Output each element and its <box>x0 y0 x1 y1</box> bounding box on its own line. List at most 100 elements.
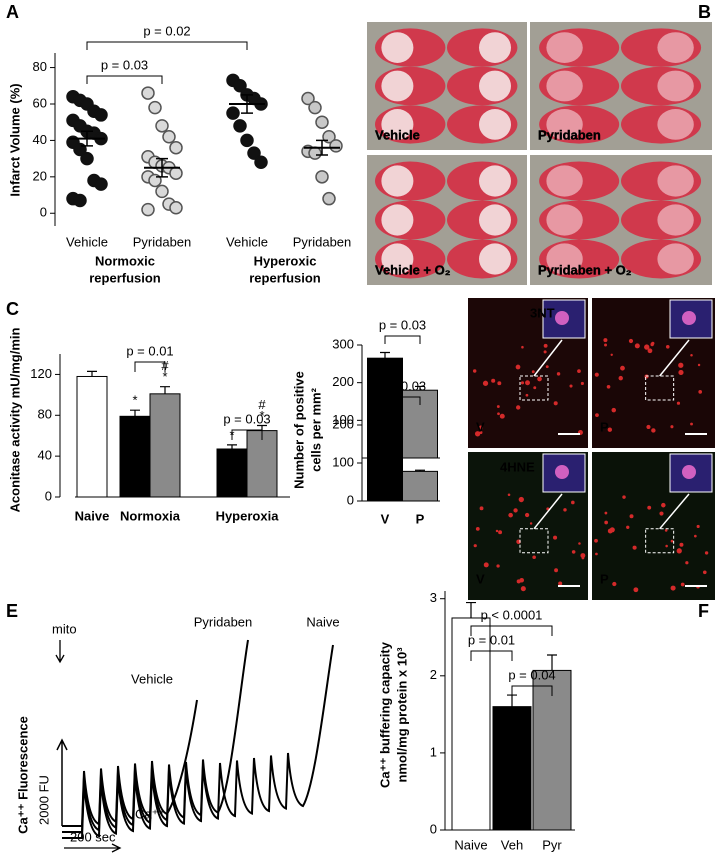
bracket <box>470 625 553 636</box>
y-tick-label: 3 <box>430 590 437 605</box>
cell <box>545 365 549 369</box>
infarct <box>381 204 414 236</box>
data-point <box>141 202 155 217</box>
cell <box>533 386 537 390</box>
cell <box>670 425 674 429</box>
cell <box>690 422 693 426</box>
y-tick-label: 120 <box>30 366 52 381</box>
cell <box>633 587 639 593</box>
cell <box>670 539 674 543</box>
cell <box>543 343 548 348</box>
infarct <box>381 70 414 102</box>
cell <box>496 405 500 408</box>
cell <box>651 428 656 433</box>
cell <box>644 344 650 350</box>
infarct <box>381 109 414 140</box>
panel-letter: A <box>6 2 19 22</box>
cell <box>580 381 584 386</box>
cell <box>479 430 483 435</box>
cell <box>580 553 586 558</box>
roi-box <box>645 528 675 554</box>
data-point <box>322 191 336 206</box>
data-point <box>301 91 315 106</box>
trace-label: Naive <box>306 614 339 629</box>
cell <box>543 350 547 354</box>
data-point <box>247 146 261 160</box>
significance-mark: # <box>258 397 266 412</box>
data-point <box>94 108 108 122</box>
cell <box>679 542 684 547</box>
cell <box>474 431 481 437</box>
x-tick-label: Naive <box>454 837 487 852</box>
y-axis-label: Aconitase activity mU/mg/min <box>7 327 22 512</box>
cell <box>563 508 567 512</box>
x-tick-label: Normoxia <box>120 508 181 523</box>
error-bar <box>547 654 557 671</box>
cell <box>604 520 609 525</box>
error-bar <box>507 694 517 707</box>
y-tick-label: 80 <box>33 59 47 74</box>
error-bar <box>227 444 237 449</box>
fluorescence-trace <box>62 639 249 833</box>
data-point <box>315 115 329 129</box>
infarct <box>479 165 511 197</box>
cell <box>594 372 599 377</box>
cell <box>553 401 558 406</box>
data-point <box>329 139 343 153</box>
bar <box>216 448 248 498</box>
infarct <box>381 165 414 197</box>
y-tick-label: 2 <box>430 667 437 682</box>
cell <box>676 401 681 405</box>
bar <box>76 375 108 498</box>
p-value: p = 0.03 <box>223 411 270 426</box>
infarct <box>381 243 414 275</box>
data-point <box>94 177 108 191</box>
x-tick-label: Pyr <box>542 837 562 852</box>
x-tick-label: Hyperoxia <box>216 508 280 523</box>
cell <box>529 522 533 525</box>
micrograph-label: V <box>476 571 485 586</box>
cell <box>603 338 608 343</box>
cell <box>532 555 536 560</box>
infarct <box>657 70 694 102</box>
data-point <box>240 133 254 148</box>
cell <box>556 372 561 376</box>
bracket <box>511 685 553 696</box>
data-point <box>169 140 183 155</box>
panel-letter: C <box>6 299 19 319</box>
cell <box>696 524 700 529</box>
cell <box>491 378 496 383</box>
data-point <box>233 119 247 133</box>
cell <box>647 505 652 510</box>
bracket <box>86 41 248 50</box>
mito-arrow <box>55 640 65 664</box>
infarct <box>546 243 583 275</box>
cell <box>595 413 599 418</box>
cell <box>604 343 608 347</box>
bar <box>492 706 532 831</box>
cell <box>650 342 654 347</box>
data-point <box>226 106 240 120</box>
cell <box>483 562 489 568</box>
significance-mark: * <box>162 369 167 384</box>
cell <box>524 512 530 518</box>
cell <box>478 425 483 430</box>
x-tick-label: Vehicle <box>66 234 108 249</box>
cell <box>498 530 503 535</box>
sem-bar <box>156 157 168 178</box>
data-point <box>315 170 329 184</box>
data-point <box>162 130 176 144</box>
x-tick-label: Pyridaben <box>293 234 352 249</box>
cell <box>626 525 630 529</box>
pointer <box>533 493 563 530</box>
y-tick-label: 200 <box>332 374 354 389</box>
y-tick-label: 0 <box>40 205 47 220</box>
roi-box <box>519 375 549 401</box>
cell <box>507 493 511 497</box>
pointer <box>659 493 690 530</box>
error-bar <box>130 409 140 417</box>
cell <box>698 390 703 394</box>
cell <box>499 413 505 419</box>
bar <box>367 418 403 502</box>
time-arrow <box>64 843 122 853</box>
